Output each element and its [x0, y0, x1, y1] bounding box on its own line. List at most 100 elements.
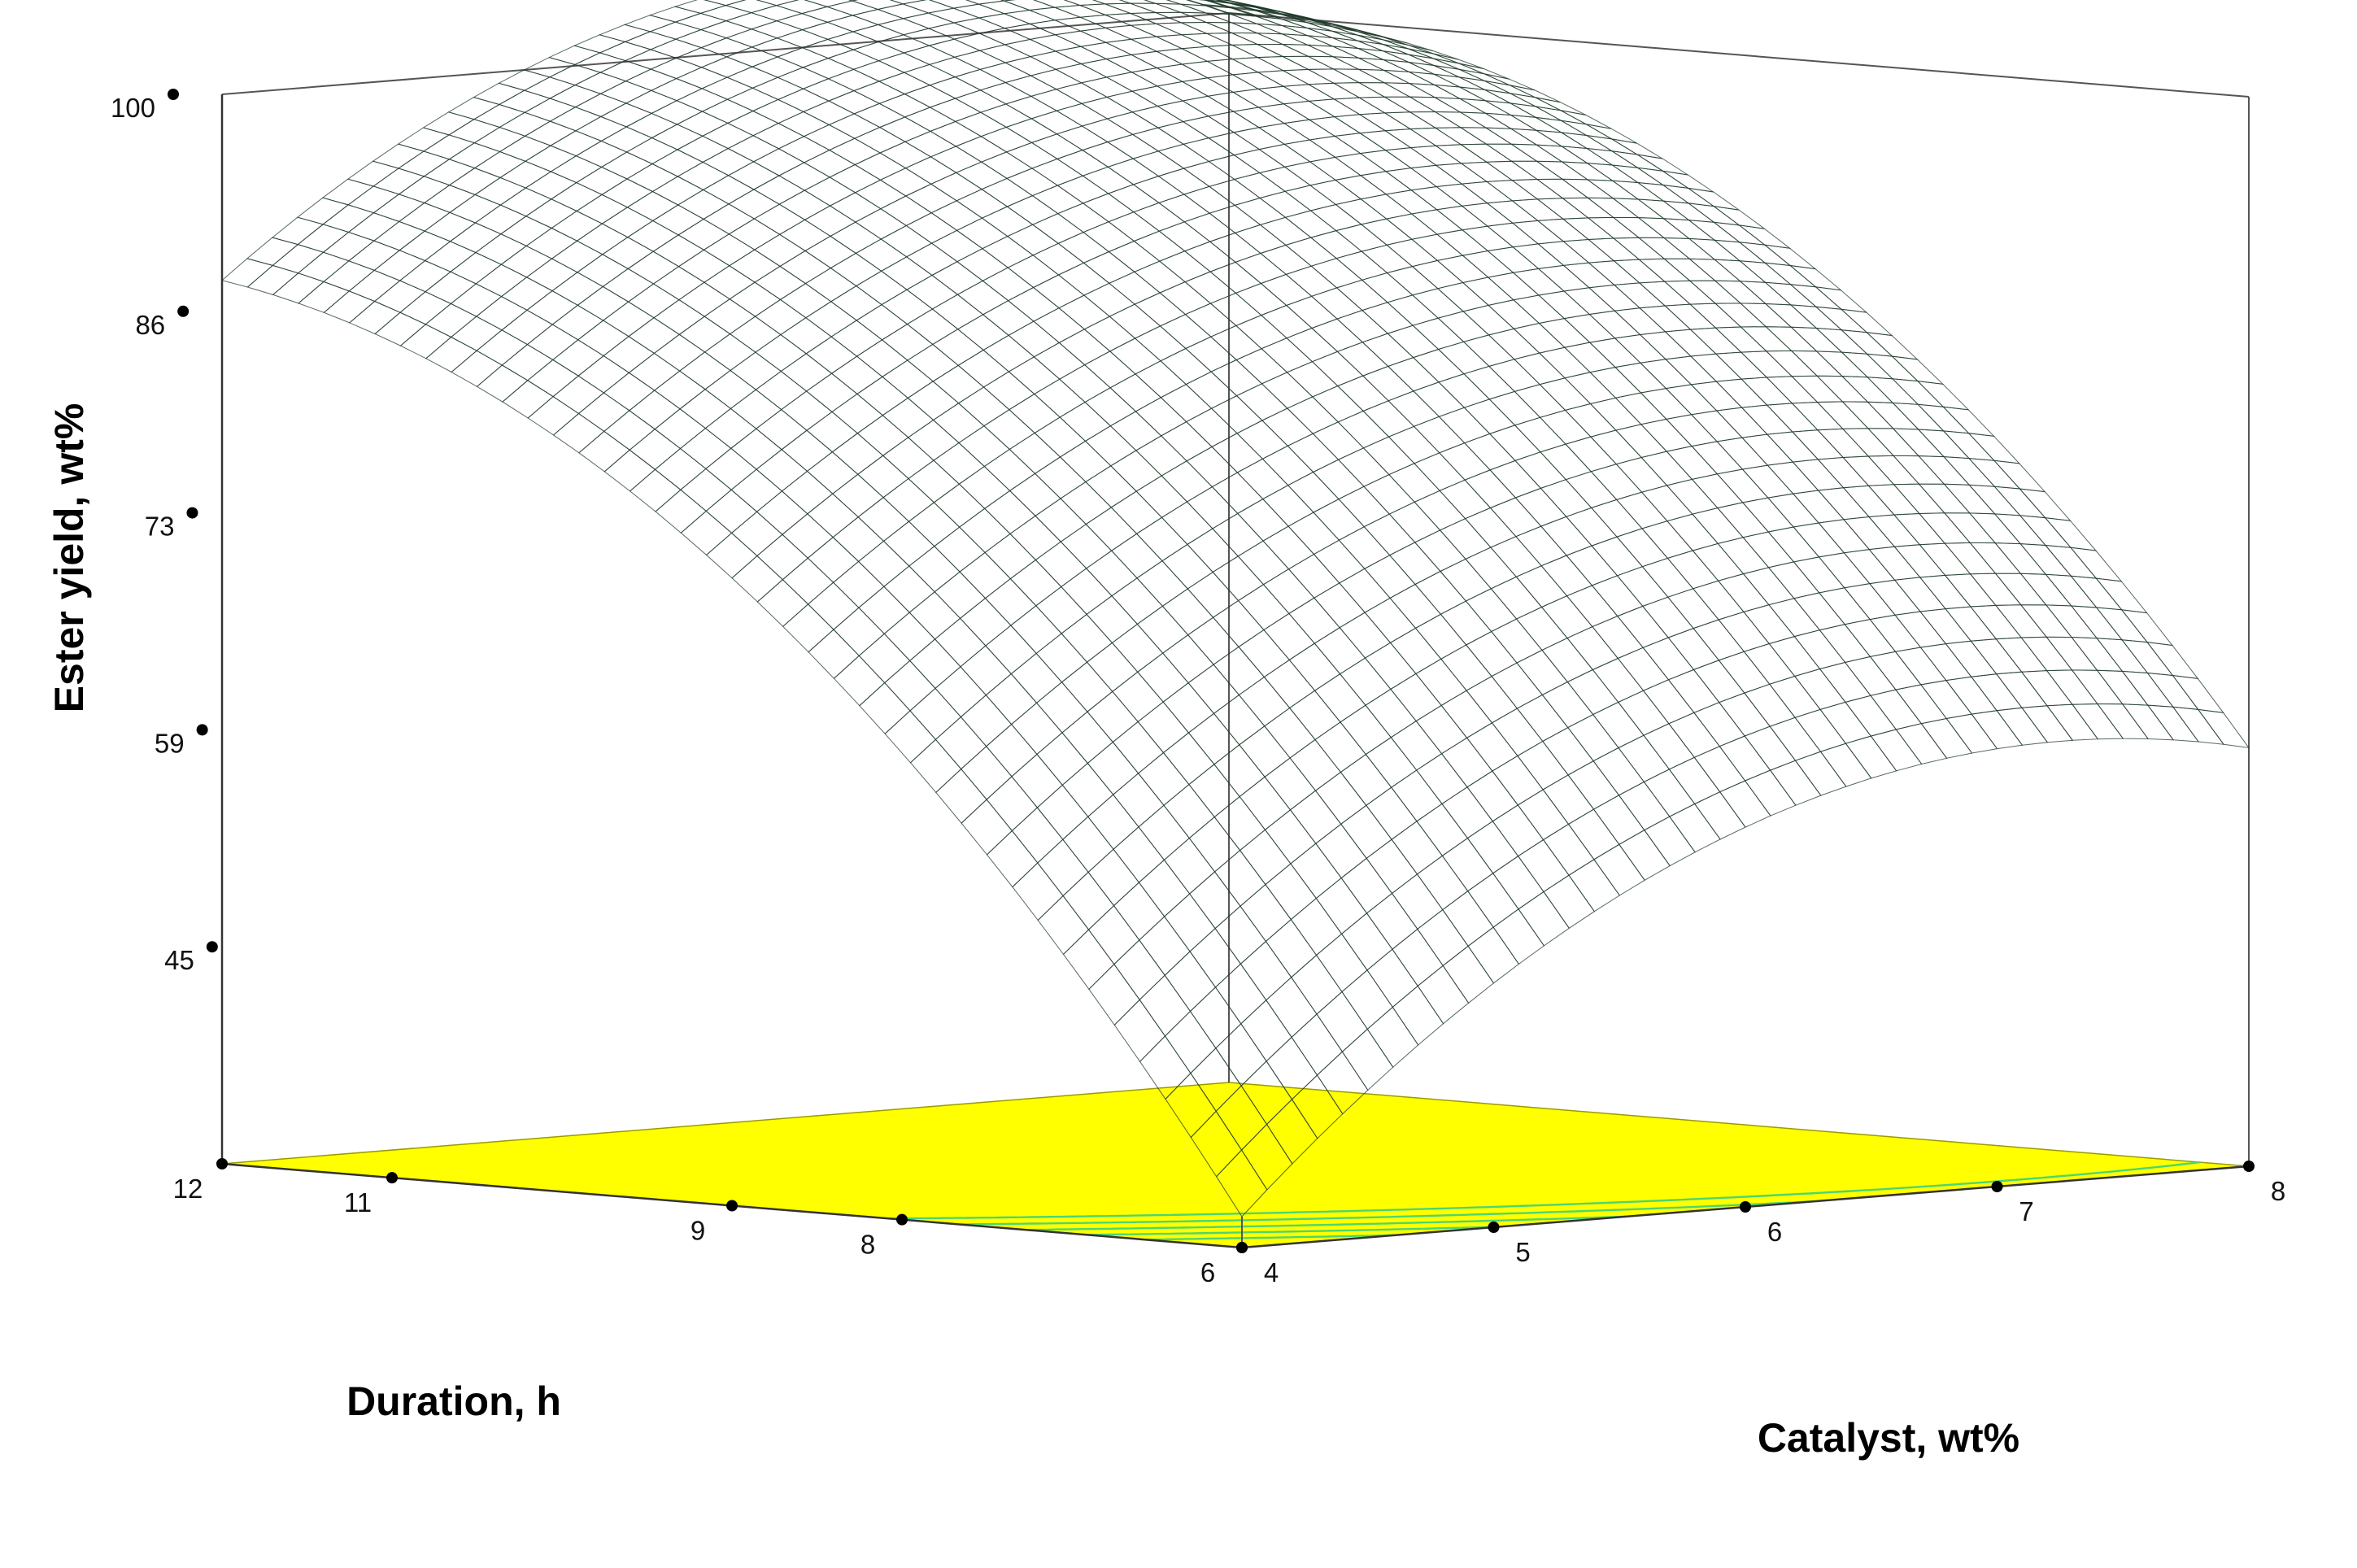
surface-cell [1034, 416, 1087, 458]
surface-cell [1291, 954, 1343, 1015]
surface-cell [986, 723, 1038, 777]
surface-cell [877, 18, 930, 36]
surface-cell [1366, 786, 1418, 840]
surface-cell [1212, 599, 1265, 648]
surface-cell [1717, 573, 1770, 612]
surface-cell [781, 470, 834, 515]
surface-cell [625, 89, 678, 114]
surface-cell [928, 0, 979, 9]
surface-cell [826, 15, 880, 33]
surface-cell [1589, 397, 1642, 431]
surface-cell [1189, 927, 1242, 988]
surface-cell [1108, 240, 1161, 272]
surface-cell [1458, 63, 1510, 80]
y-tick-label: 9 [691, 1216, 705, 1246]
surface-cell [1867, 484, 1920, 516]
surface-cell [623, 15, 677, 33]
surface-cell [577, 392, 630, 433]
surface-cell [1996, 707, 2049, 746]
surface-cell [1187, 712, 1240, 765]
surface-cell [651, 176, 704, 206]
surface-cell [1867, 514, 1921, 547]
surface-cell [704, 369, 757, 410]
surface-cell [1154, 34, 1209, 50]
surface-cell [730, 389, 782, 429]
surface-cell [1113, 939, 1165, 1001]
surface-cell [450, 251, 503, 285]
surface-cell [1257, 85, 1311, 105]
surface-cell [930, 172, 983, 202]
surface-cell [1484, 143, 1539, 162]
surface-cell [904, 183, 958, 214]
surface-cell [777, 67, 830, 89]
surface-cell [1667, 669, 1720, 713]
surface-cell [1161, 501, 1213, 546]
surface-cell [1714, 351, 1768, 380]
surface-cell [1589, 367, 1642, 399]
surface-cell [1514, 451, 1567, 489]
surface-cell [1866, 377, 1919, 405]
surface-cell [1335, 250, 1388, 281]
surface-cell [1366, 1006, 1419, 1068]
surface-cell [934, 526, 986, 573]
surface-cell [1665, 414, 1719, 447]
surface-cell [1231, 43, 1283, 59]
surface-cell [1086, 595, 1139, 644]
surface-cell [1238, 629, 1291, 678]
surface-cell [1466, 770, 1519, 822]
surface-cell [1639, 305, 1692, 333]
surface-cell [1082, 166, 1135, 194]
surface-cell [655, 489, 707, 534]
surface-cell [1442, 945, 1495, 1004]
surface-cell [703, 265, 756, 300]
surface-cell [725, 28, 778, 48]
surface-cell [2121, 703, 2175, 741]
surface-cell [1565, 507, 1618, 547]
surface-cell [881, 323, 934, 361]
surface-cell [398, 202, 451, 232]
surface-cell [1059, 440, 1112, 483]
surface-cell [1693, 791, 1746, 840]
surface-cell [981, 236, 1035, 268]
surface-cell [705, 489, 758, 534]
surface-cell [1308, 116, 1361, 137]
surface-cell [878, 116, 932, 142]
surface-cell [851, 8, 905, 25]
surface-cell [574, 93, 628, 117]
z-tick-label: 73 [145, 512, 175, 542]
surface-cell [473, 126, 526, 153]
surface-cell [830, 355, 883, 395]
surface-cell [1263, 612, 1316, 661]
surface-cell [1690, 410, 1744, 442]
surface-cell [1384, 168, 1438, 191]
surface-cell [1614, 333, 1667, 364]
surface-cell [525, 171, 577, 200]
surface-cell [551, 304, 604, 341]
surface-cell [1212, 512, 1264, 557]
surface-cell [1563, 313, 1616, 343]
surface-cell [1536, 218, 1590, 242]
surface-cell [1865, 332, 1919, 360]
x-tick-label: 5 [1515, 1237, 1530, 1267]
surface-cell [1510, 143, 1564, 163]
surface-cell [1385, 189, 1438, 215]
surface-cell [1365, 737, 1418, 788]
surface-cell [1843, 583, 1897, 621]
floor-plane [221, 1082, 2250, 1248]
surface-cell [527, 395, 580, 436]
surface-cell [673, 12, 728, 31]
surface-cell [1463, 433, 1516, 471]
surface-cell [1995, 671, 2048, 708]
surface-cell [399, 291, 452, 325]
surface-cell [1968, 512, 2022, 545]
surface-cell [801, 58, 855, 80]
surface-cell [1793, 556, 1845, 594]
surface-cell [1085, 465, 1137, 508]
response-surface [220, 0, 2250, 1217]
surface-cell [1741, 433, 1794, 466]
surface-cell [624, 31, 677, 50]
surface-cell [603, 449, 656, 492]
surface-cell [1766, 403, 1819, 433]
surface-cell [755, 370, 808, 411]
surface-cell [850, 0, 905, 11]
